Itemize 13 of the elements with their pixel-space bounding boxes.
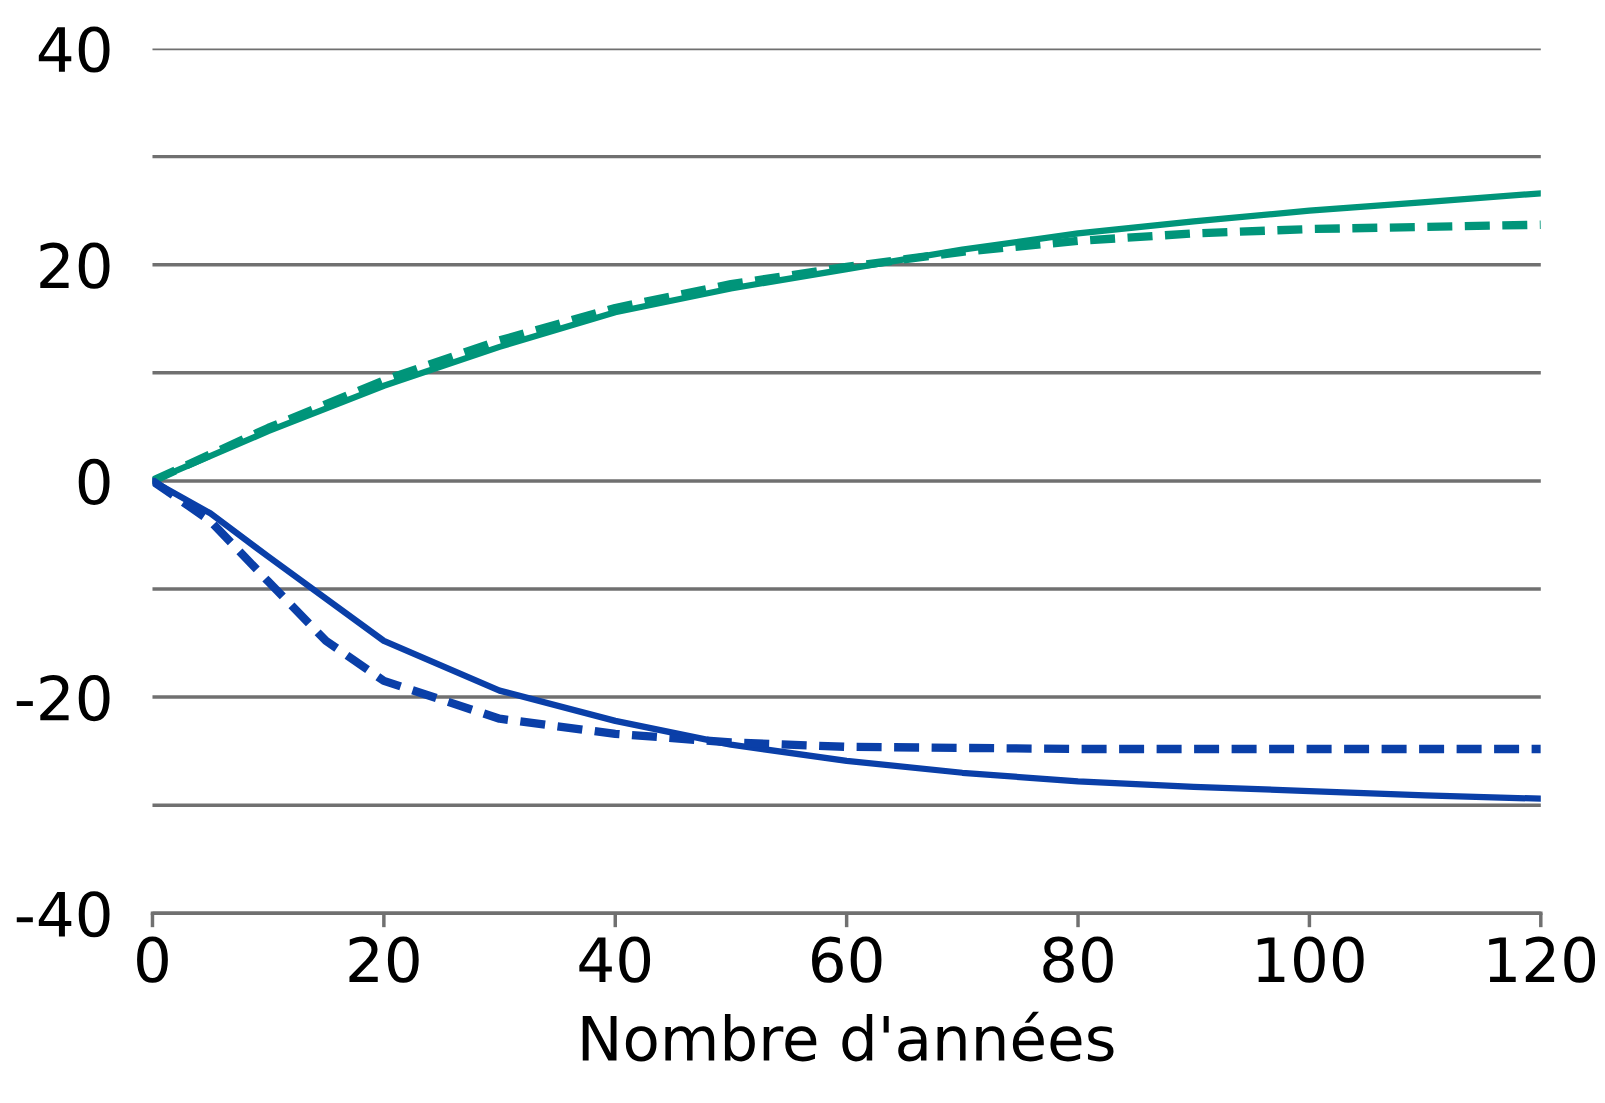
y-tick-label: 20: [40, 242, 110, 289]
y-tick-label: 0: [78, 458, 110, 505]
x-axis-title: Nombre d'années: [582, 1011, 1114, 1062]
y-tick-label: 40: [38, 26, 110, 73]
x-tick-label: 40: [579, 936, 651, 983]
x-tick-label: 80: [1043, 936, 1113, 983]
y-tick-label: -40: [16, 891, 110, 938]
y-tick-label: -20: [16, 674, 110, 722]
x-tick-label: 100: [1257, 936, 1364, 983]
x-tick-label: 60: [812, 936, 882, 983]
x-tick-label: 120: [1489, 936, 1596, 983]
x-tick-label: 0: [137, 936, 168, 983]
x-tick-label: 20: [349, 936, 419, 983]
